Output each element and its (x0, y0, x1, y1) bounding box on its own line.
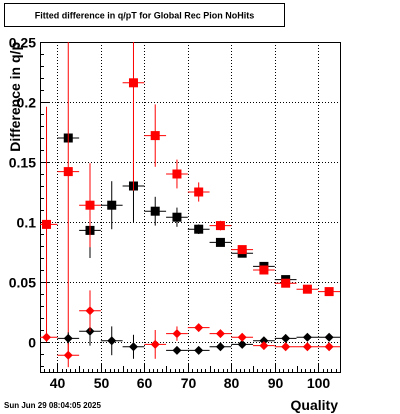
axis-ticks (40, 42, 341, 372)
x-tick-label: 70 (181, 375, 197, 391)
series-3 (40, 290, 340, 368)
data-point-diamond (302, 342, 312, 352)
data-point-square (172, 169, 182, 179)
data-point-diamond (237, 339, 247, 349)
title-box (4, 3, 285, 27)
x-tick-label: 100 (307, 375, 331, 391)
data-point-square (63, 167, 73, 177)
y-tick-label: 0 (28, 335, 36, 351)
data-point-square (259, 265, 269, 275)
data-point-diamond (42, 332, 52, 342)
data-point-diamond (172, 329, 182, 339)
x-tick-label: 50 (94, 375, 110, 391)
data-point-square (42, 219, 52, 229)
data-point-diamond (63, 333, 73, 343)
data-point-diamond (128, 342, 138, 352)
data-point-diamond (215, 342, 225, 352)
x-tick-label: 90 (268, 375, 284, 391)
chart-title: Fitted difference in q/pT for Global Rec… (35, 11, 255, 21)
y-tick-label: 0.15 (9, 155, 36, 171)
series-2 (57, 316, 340, 359)
data-point-square (172, 212, 182, 222)
x-tick-label: 40 (50, 375, 66, 391)
data-point-diamond (302, 332, 312, 342)
timestamp: Sun Jun 29 08:04:05 2025 (4, 401, 101, 410)
y-tick-label: 0.25 (9, 35, 36, 51)
data-point-diamond (237, 332, 247, 342)
data-point-diamond (194, 323, 204, 333)
data-point-diamond (281, 333, 291, 343)
data-point-square (85, 200, 95, 210)
data-point-square (194, 187, 204, 197)
data-point-diamond (150, 339, 160, 349)
data-points (40, 42, 340, 368)
data-point-diamond (324, 332, 334, 342)
grid (40, 42, 340, 372)
data-point-diamond (194, 345, 204, 355)
data-point-diamond (259, 336, 269, 346)
data-point-diamond (215, 329, 225, 339)
y-tick-label: 0.2 (17, 95, 37, 111)
data-point-diamond (324, 342, 334, 352)
data-point-square (324, 287, 334, 297)
x-tick-label: 60 (137, 375, 153, 391)
data-point-square (215, 221, 225, 231)
data-point-square (150, 131, 160, 141)
y-axis-title: Difference in q/p (7, 42, 23, 152)
x-axis-title: Quality (291, 397, 339, 413)
data-point-square (107, 200, 117, 210)
y-tick-label: 0.05 (9, 275, 36, 291)
data-point-diamond (107, 336, 117, 346)
data-point-diamond (85, 306, 95, 316)
plot-frame (40, 42, 341, 373)
data-point-diamond (259, 341, 269, 351)
data-point-diamond (63, 350, 73, 360)
data-point-diamond (172, 345, 182, 355)
data-point-square (194, 224, 204, 234)
data-point-square (237, 245, 247, 255)
tick-labels: 40 50 60 70 80 90 100 0 0.05 0.1 0.15 0.2 0.25 (9, 35, 331, 392)
series-1 (40, 42, 340, 352)
y-tick-label: 0.1 (17, 215, 37, 231)
data-point-square (128, 78, 138, 88)
data-point-diamond (281, 342, 291, 352)
data-point-square (281, 278, 291, 288)
data-point-square (302, 284, 312, 294)
x-tick-label: 80 (224, 375, 240, 391)
data-point-square (150, 206, 160, 216)
data-point-square (215, 237, 225, 247)
